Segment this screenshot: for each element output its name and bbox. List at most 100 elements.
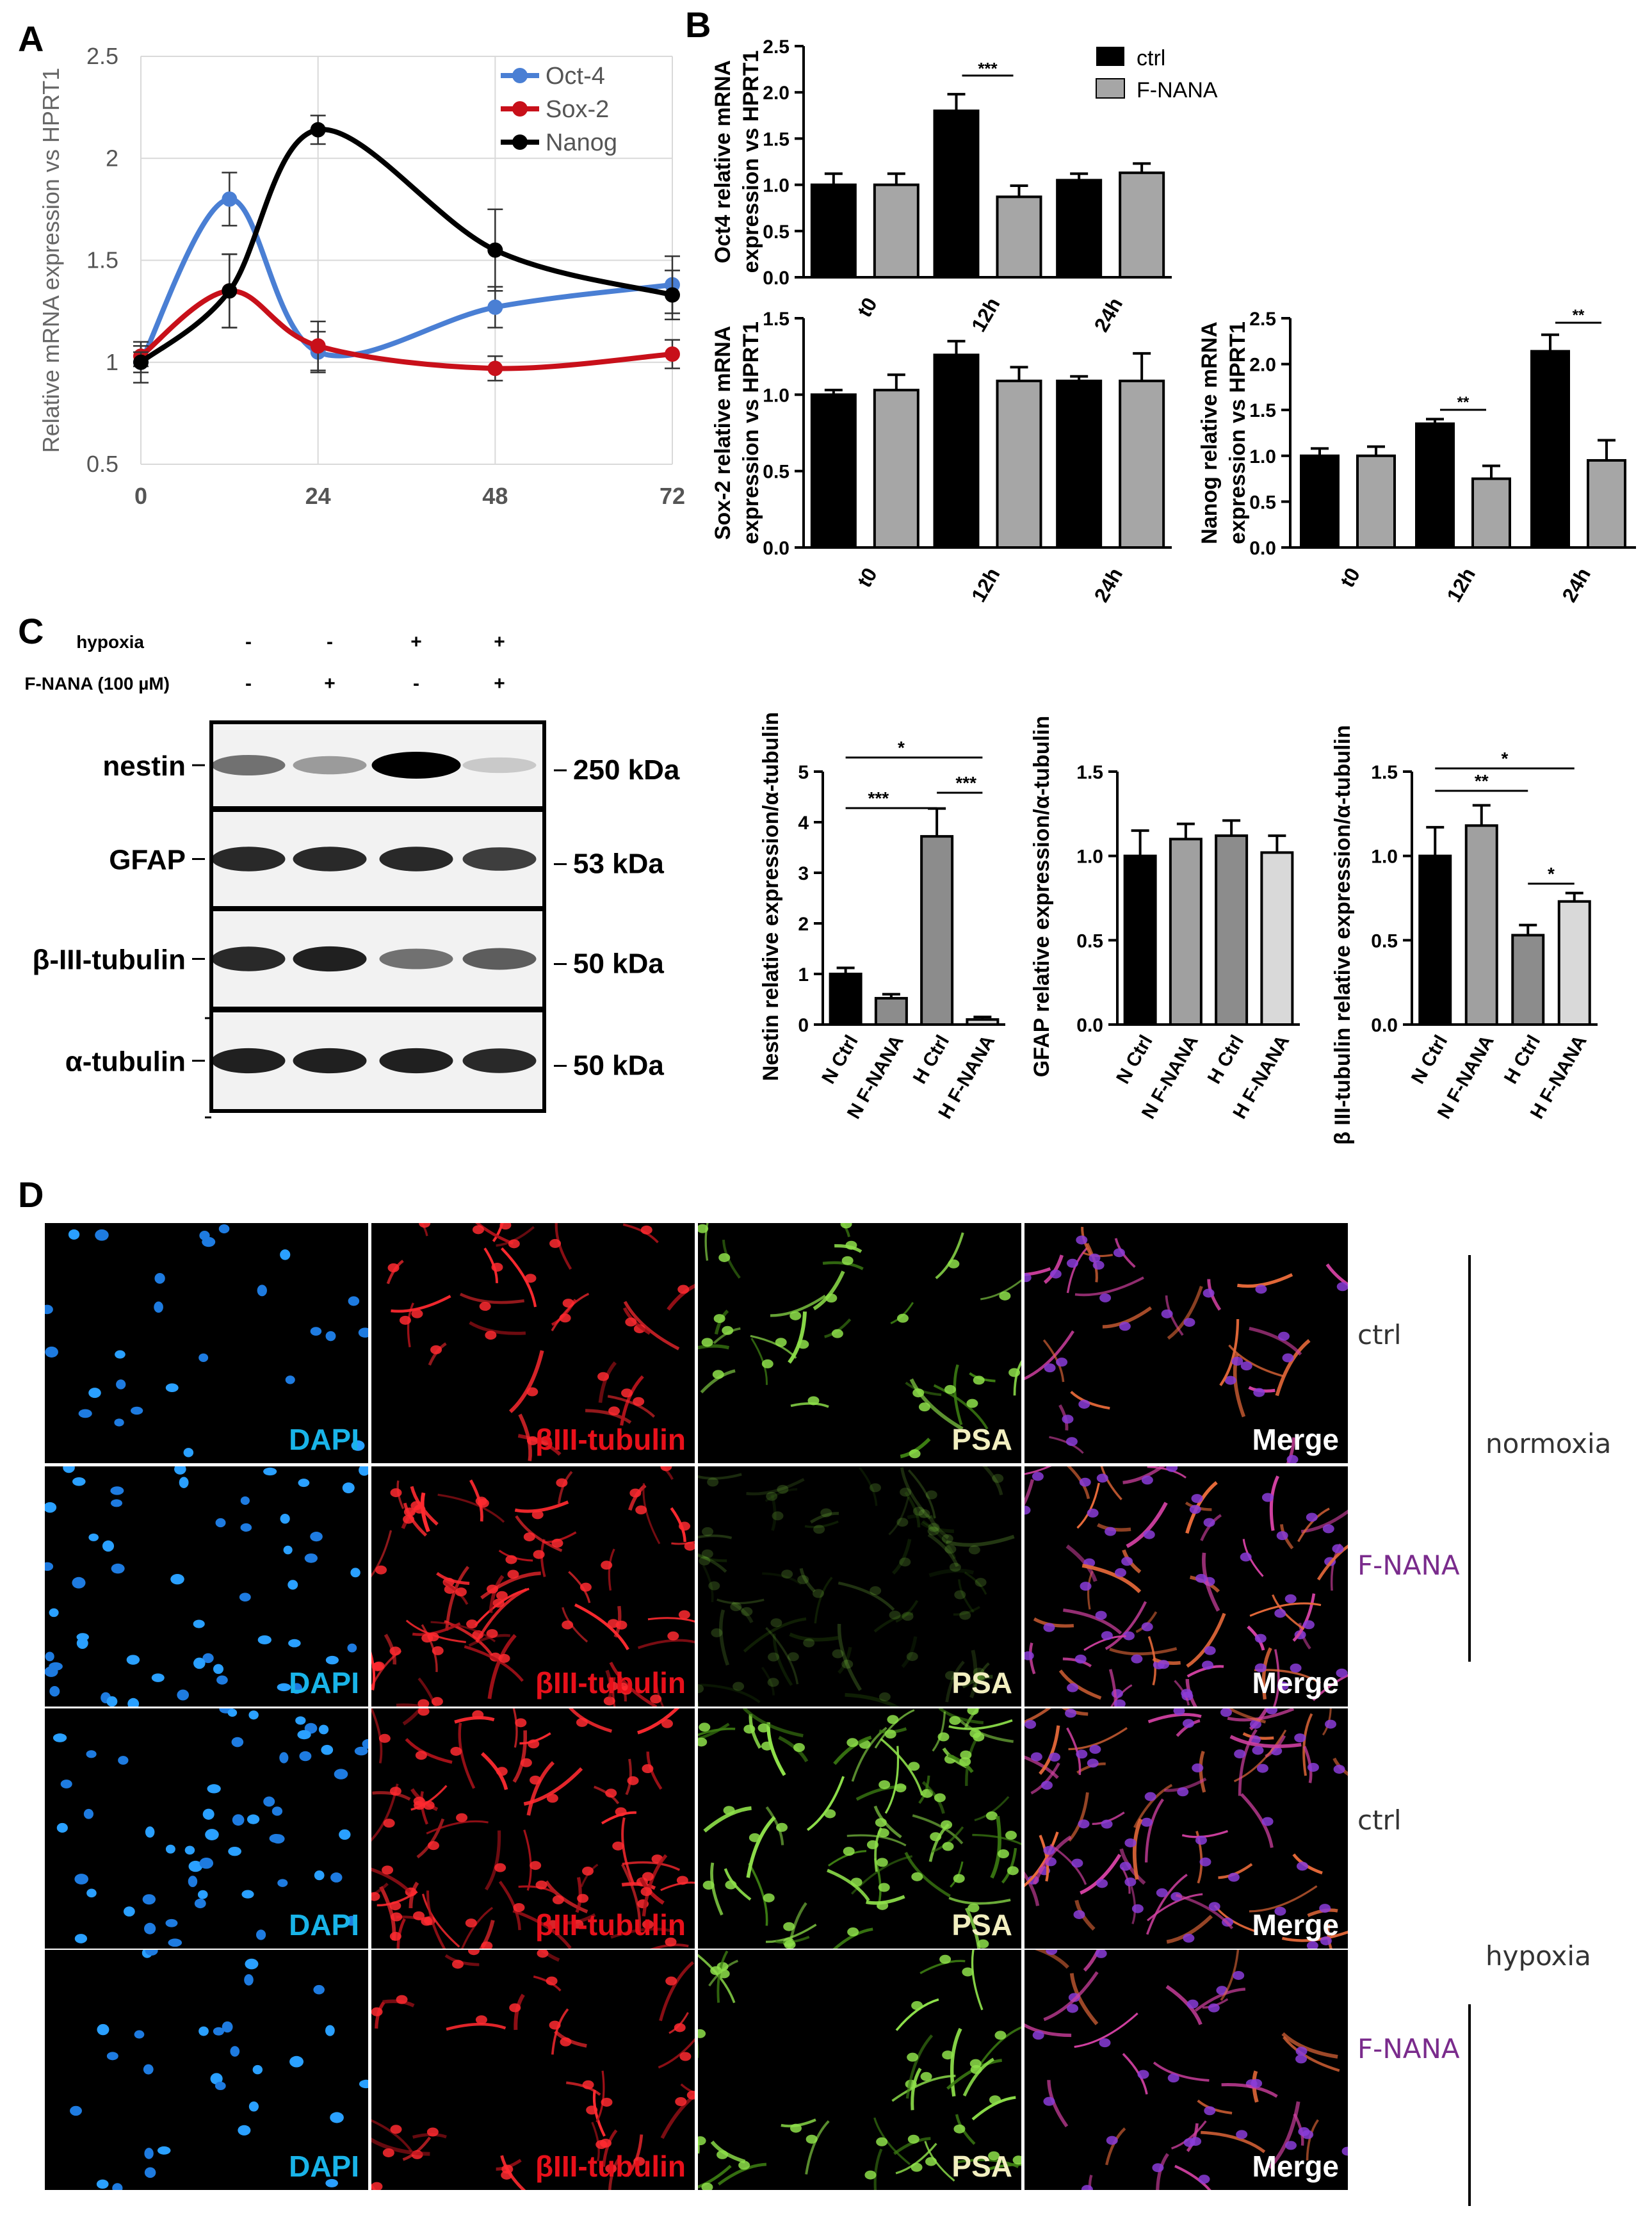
cell-body (912, 1507, 925, 1516)
cell-body (1008, 1368, 1021, 1377)
nucleus (68, 1229, 80, 1240)
cell-body (1095, 1950, 1107, 1958)
cell-process (799, 1568, 816, 1593)
cell-body (939, 1954, 952, 1964)
cell-process (660, 2093, 695, 2139)
cell-body (850, 1877, 862, 1887)
blot-condition-sign: - (413, 673, 419, 694)
cell-body (496, 1591, 508, 1600)
cell-body (698, 1737, 708, 1747)
nucleus (179, 1477, 189, 1488)
cell-body (477, 1498, 489, 1508)
nucleus (295, 1716, 306, 1725)
nucleus (215, 2081, 226, 2090)
cell-body (660, 1466, 672, 1472)
data-point (665, 287, 680, 303)
cell-body (667, 1631, 679, 1641)
y-axis-label: Relative mRNA expression vs HPRT1 (38, 68, 64, 453)
cell-body (1099, 1293, 1112, 1302)
cell-body (711, 1628, 723, 1637)
cell-process (1076, 1482, 1100, 1529)
cell-body (784, 1940, 796, 1949)
cell-process (1066, 1247, 1088, 1293)
cell-process (622, 1861, 681, 1871)
cell-process (851, 1726, 887, 1782)
nucleus (70, 2105, 82, 2116)
bar (996, 195, 1042, 279)
cell-process (371, 1650, 402, 1690)
cell-body (642, 1920, 654, 1929)
cell-body (526, 1387, 539, 1397)
cell-body (531, 1510, 544, 1520)
micrograph-cells (698, 1466, 1015, 1707)
cell-body (725, 1880, 737, 1890)
cell-body (1284, 1594, 1297, 1603)
cell-body (878, 1883, 890, 1892)
cell-body (1251, 2079, 1263, 2088)
nucleus (263, 1796, 275, 1807)
nucleus (287, 1580, 298, 1590)
cell-body (896, 1518, 909, 1527)
y-tick-label: 1.0 (1076, 847, 1103, 868)
cell-process (927, 1533, 959, 1568)
cell-process (469, 1321, 526, 1335)
y-tick-label: 0.5 (763, 462, 790, 483)
cell-body (723, 1806, 735, 1815)
cell-process (928, 1514, 950, 1539)
nucleus (177, 1689, 190, 1701)
cell-body (642, 1872, 654, 1881)
y-tick-label: 0.5 (1249, 492, 1276, 513)
nucleus (304, 1553, 318, 1563)
cell-body (1081, 2185, 1093, 2190)
cell-body (928, 1523, 940, 1532)
micrograph-cells (1024, 1950, 1348, 2190)
cell-body (973, 1671, 985, 1681)
bar (1356, 454, 1396, 549)
cell-body (806, 2134, 818, 2144)
cell-body (841, 1659, 854, 1669)
cell-body (900, 1488, 912, 1497)
cell-body (1274, 1906, 1286, 1916)
series-line (139, 127, 673, 364)
blot-band (293, 1048, 367, 1074)
micrograph-cells (45, 1466, 368, 1707)
cell-body (640, 1887, 652, 1897)
cell-process (1024, 2023, 1072, 2038)
nucleus (213, 2027, 225, 2036)
cell-body (864, 2170, 877, 2180)
nucleus (131, 1406, 143, 1415)
cell-body (465, 1918, 477, 1928)
panel-b-legend: ctrl F-NANA (1096, 46, 1218, 102)
cell-body (1105, 1527, 1117, 1536)
cell-process (446, 2022, 506, 2031)
cell-body (1161, 1309, 1173, 1318)
blot-band (211, 847, 286, 872)
blot-kda-label: 53 kDa (573, 848, 664, 880)
cell-body (1177, 1787, 1189, 1797)
cell-body (530, 1775, 542, 1785)
cell-body (797, 1575, 809, 1584)
nucleus (280, 1249, 291, 1260)
cell-body (772, 1511, 784, 1521)
micrograph-cells (698, 1223, 1021, 1459)
cell-body (701, 2182, 713, 2190)
nucleus (222, 2021, 233, 2033)
cell-body (546, 1976, 558, 1986)
cell-body (1183, 1933, 1195, 1943)
cell-body (528, 1739, 540, 1749)
cell-body (1297, 1861, 1309, 1871)
cell-process (512, 1909, 572, 1949)
cell-process (1058, 1669, 1102, 1700)
cell-body (387, 1263, 400, 1272)
cell-body (1158, 1660, 1170, 1669)
nucleus (145, 1950, 158, 1956)
panel-letter-b: B (685, 4, 711, 45)
cell-process (969, 1650, 978, 1699)
nucleus (213, 1664, 224, 1674)
cell-process (1249, 1602, 1322, 1617)
cell-process (717, 1598, 765, 1605)
y-tick-label: 0.0 (1249, 538, 1276, 559)
blot-band (462, 948, 537, 970)
cell-process (838, 1646, 852, 1674)
